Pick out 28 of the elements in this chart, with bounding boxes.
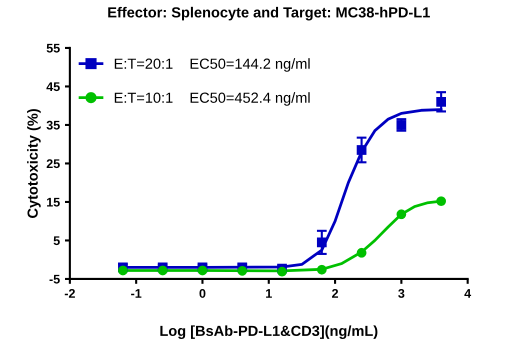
y-tick-label: 15 [47, 198, 60, 207]
x-tick-label: -2 [64, 289, 75, 298]
legend-label: E:T=10:1 EC50=452.4 ng/ml [114, 92, 310, 106]
y-tick-label: 45 [46, 82, 60, 92]
y-tick-label: 55 [46, 44, 60, 53]
x-tick-label: 2 [332, 289, 338, 298]
point [158, 266, 168, 276]
x-tick-label: 3 [398, 289, 404, 298]
point [436, 196, 446, 206]
y-axis-title: Cytotoxicity (%) [27, 109, 41, 218]
point [198, 266, 208, 276]
chart-title: Effector: Splenocyte and Target: MC38-hPD-L1 [108, 6, 430, 20]
point [396, 209, 406, 220]
x-tick-label: 1 [266, 289, 272, 298]
x-tick-label: -1 [131, 289, 142, 298]
point [237, 266, 248, 276]
x-tick-label: 4 [464, 289, 472, 298]
x-tick-label: 0 [199, 289, 206, 298]
y-tick-label: 25 [46, 159, 60, 168]
y-tick-label: -5 [50, 274, 60, 284]
x-axis-title: Log [BsAb-PD-L1&CD3](ng/mL) [160, 325, 378, 339]
point [118, 266, 128, 276]
point [316, 264, 327, 275]
y-tick-label: 35 [46, 120, 60, 130]
y-tick-label: 5 [54, 236, 60, 246]
point [356, 248, 366, 258]
legend-label: E:T=20:1 EC50=144.2 ng/ml [114, 58, 310, 72]
point [277, 266, 287, 276]
